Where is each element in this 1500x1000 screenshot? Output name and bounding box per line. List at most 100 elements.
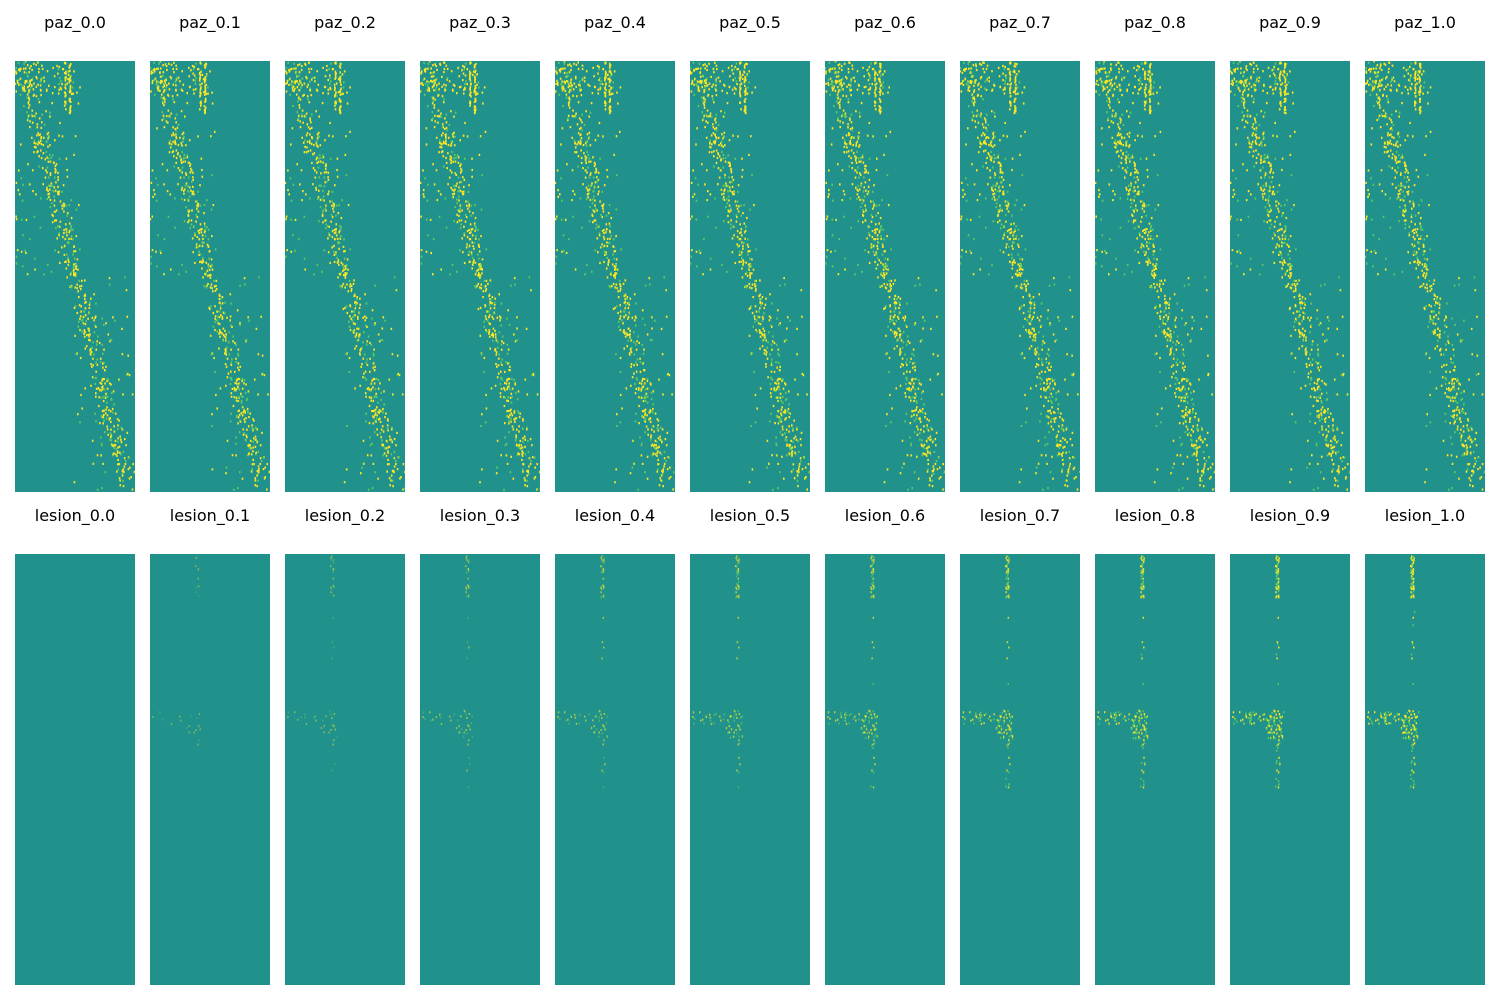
heatmap-cell	[314, 176, 317, 179]
heatmap-cell	[619, 304, 621, 307]
heatmap-cell	[131, 488, 134, 491]
heatmap-cell	[238, 396, 240, 399]
heatmap-cell	[457, 66, 459, 69]
heatmap-cell	[207, 274, 209, 277]
heatmap-cell	[463, 68, 466, 71]
heatmap-cell	[596, 209, 598, 212]
heatmap-cell	[22, 183, 24, 186]
heatmap-cell	[657, 446, 659, 449]
heatmap-cell	[109, 410, 112, 413]
heatmap-cell	[433, 83, 436, 86]
heatmap-cell	[655, 444, 657, 447]
heatmap-cell	[26, 64, 29, 67]
heatmap-cell	[376, 414, 378, 417]
heatmap-cell	[770, 325, 773, 328]
heatmap-cell	[576, 143, 578, 146]
heatmap-cell	[730, 167, 732, 170]
heatmap-cell	[504, 444, 507, 447]
heatmap-cell	[365, 378, 368, 381]
heatmap-cell	[804, 466, 807, 469]
heatmap-cell	[391, 439, 394, 443]
heatmap-cell	[570, 65, 572, 68]
heatmap-cell	[173, 71, 175, 74]
heatmap-cell	[63, 104, 66, 107]
heatmap-cell	[420, 90, 422, 93]
heatmap-cell	[466, 204, 468, 207]
heatmap-cell	[800, 460, 802, 463]
heatmap-cell	[894, 335, 897, 338]
heatmap-cell	[611, 92, 614, 95]
heatmap-cell	[79, 315, 82, 318]
heatmap-cell	[152, 68, 155, 71]
heatmap-cell	[309, 133, 311, 136]
heatmap-cell	[57, 176, 59, 179]
heatmap-cell	[404, 470, 405, 473]
heatmap-cell	[443, 61, 445, 64]
heatmap-cell	[932, 472, 935, 475]
heatmap-cell	[597, 92, 600, 95]
heatmap-cell	[340, 234, 342, 238]
heatmap-cell	[67, 70, 70, 73]
paz-heatmap-svg	[555, 61, 675, 492]
heatmap-cell	[217, 316, 220, 319]
heatmap-cell	[481, 413, 483, 416]
heatmap-cell	[166, 121, 169, 124]
heatmap-cell	[309, 142, 311, 145]
heatmap-cell	[352, 322, 355, 325]
heatmap-cell	[630, 363, 633, 366]
heatmap-cell	[211, 263, 213, 267]
heatmap-cell	[367, 335, 370, 338]
heatmap-cell	[593, 75, 595, 78]
heatmap-cell	[889, 304, 891, 307]
heatmap-cell	[800, 431, 803, 434]
heatmap-cell	[204, 112, 206, 115]
heatmap-cell	[712, 126, 715, 129]
heatmap-cell	[825, 72, 827, 75]
heatmap-cell	[454, 111, 457, 114]
paz-heatmap-panel	[15, 61, 135, 492]
heatmap-cell	[570, 68, 572, 72]
heatmap-cell	[285, 255, 287, 258]
heatmap-cell	[776, 366, 778, 369]
heatmap-cell	[619, 421, 622, 424]
heatmap-cell	[301, 109, 304, 112]
heatmap-cell	[477, 274, 479, 277]
heatmap-cell	[215, 393, 217, 397]
heatmap-cell	[533, 477, 536, 480]
heatmap-cell	[17, 189, 20, 192]
heatmap-cell	[344, 153, 347, 156]
heatmap-cell	[469, 260, 471, 263]
heatmap-cell	[565, 96, 568, 99]
heatmap-cell	[632, 331, 635, 334]
heatmap-cell	[155, 250, 157, 253]
heatmap-cell	[433, 126, 436, 129]
heatmap-cell	[161, 100, 164, 103]
heatmap-cell	[40, 137, 42, 140]
heatmap-cell	[733, 68, 735, 71]
heatmap-cell	[225, 472, 227, 475]
heatmap-cell	[473, 66, 476, 69]
heatmap-cell	[695, 218, 698, 221]
heatmap-cell	[466, 230, 469, 233]
heatmap-cell	[122, 485, 125, 488]
heatmap-cell	[713, 150, 715, 153]
heatmap-cell	[729, 163, 731, 166]
heatmap-cell	[68, 81, 71, 84]
heatmap-cell	[516, 454, 519, 457]
heatmap-cell	[374, 408, 377, 411]
heatmap-cell	[619, 315, 622, 318]
heatmap-cell	[242, 411, 244, 414]
heatmap-cell	[608, 241, 611, 244]
heatmap-cell	[464, 220, 467, 223]
heatmap-cell	[329, 74, 331, 77]
heatmap-cell	[348, 356, 351, 360]
heatmap-cell	[856, 197, 858, 200]
heatmap-cell	[942, 463, 944, 466]
heatmap-cell	[580, 88, 582, 91]
heatmap-cell	[384, 447, 387, 450]
heatmap-cell	[594, 139, 597, 142]
heatmap-cell	[701, 75, 704, 78]
heatmap-cell	[627, 317, 629, 320]
heatmap-cell	[325, 171, 328, 174]
heatmap-cell	[468, 210, 471, 213]
